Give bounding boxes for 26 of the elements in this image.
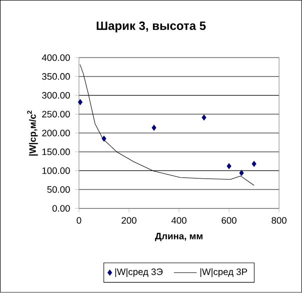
y-tick-label: 100.00	[42, 168, 70, 174]
y-tick-label: 300.00	[42, 92, 70, 99]
point	[202, 114, 206, 121]
point	[239, 170, 244, 176]
chart-title: Шарик 3, высота 5	[96, 22, 206, 33]
y-tick-label: 200.00	[42, 130, 70, 136]
point	[78, 99, 82, 106]
legend-label: |W|сред 3Р	[200, 268, 248, 278]
x-tick-label: 0	[76, 217, 82, 224]
point	[152, 124, 156, 131]
y-tick-label: 50.00	[47, 186, 70, 193]
y-tick-label: 400.00	[42, 54, 70, 62]
x-tick-label: 800	[272, 217, 286, 224]
x-tick-label: 600	[222, 217, 236, 224]
point	[252, 161, 256, 167]
legend-label: |W|сред 3Э	[115, 268, 163, 278]
x-tick-label: 200	[122, 217, 136, 224]
x-axis-title: Длина, мм	[155, 233, 202, 242]
point	[226, 163, 232, 170]
y-axis-title: |W|ср,м/с$^{2}$	[27, 110, 38, 156]
y-tick-label: 0.00	[52, 205, 70, 212]
y-tick-label: 150.00	[42, 148, 70, 156]
point	[102, 136, 106, 142]
y-tick-label: 350.00	[42, 73, 70, 80]
y-tick-label: 250.00	[42, 111, 70, 118]
x-tick-label: 400	[171, 217, 186, 224]
